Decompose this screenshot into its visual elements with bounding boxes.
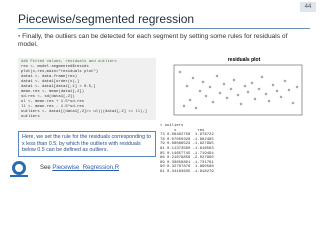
plot-frame [173,64,303,116]
logo [10,161,28,177]
note-box: Here, we set the rule for the residuals … [18,131,156,157]
output-line: 78 0.07050320 -1.802485 [160,137,214,142]
output-line: 91 0.34183635 -1.818279 [160,169,214,174]
code-line: res <- model.segmented$resids [21,65,89,69]
title: Piecewise/segmented regression [18,12,195,26]
output-line: 81 0.11373560 -1.816563 [160,146,214,151]
bullet: ▪ Finally, the outliers can be detected … [18,33,308,49]
code-line: mean.res <- mean(data1[,2]) [21,90,85,94]
code-block: ### Fitted values, residuals and outlier… [18,58,156,120]
code-line: plot(x,res,main="residuals plot") [21,70,99,74]
title-rule [18,28,310,29]
output-line: 85 0.14657745 -1.719494 [160,151,214,156]
slide: 44 Piecewise/segmented regression ▪ Fina… [10,2,316,177]
output-line: > outliers [160,124,184,128]
output-line: 86 0.21678856 -2.027990 [160,156,214,161]
code-line: ### Fitted values, residuals and outlier… [21,60,117,64]
console-output: > outliers x res 73 0.06462756 1.978722 78… [160,124,214,175]
page-number: 44 [300,2,316,12]
code-line: ul <- mean.res + 1.5*sd.res [21,100,85,104]
output-line: 89 0.30656801 -1.731791 [160,160,214,165]
code-line: data1 <- data.frame(res) [21,75,78,79]
plot-title: residuals plot [228,57,261,63]
output-line: 90 0.32787876 1.890588 [160,165,214,170]
code-line: outliers <- data1[(data1[,2]>= ul)|(data… [21,110,148,114]
code-line: sd.res <- sd(data1[,2]) [21,95,75,99]
bullet-mark: ▪ [18,33,23,40]
code-line: data1 <- data1[order(x),] [21,80,80,84]
residuals-plot: residuals plot [173,57,303,116]
bullet-text: Finally, the outliers can be detected fo… [18,33,288,48]
output-line: 73 0.06462756 1.978722 [160,133,214,138]
code-line: data1 <- data1[data1[,1] > 0.5,] [21,85,96,89]
see-prefix: See [40,165,51,171]
file-link[interactable]: Piecewise_Regression.R [52,165,120,171]
see-line: See Piecewise_Regression.R [40,165,119,171]
plot-points [178,70,299,110]
code-line: outliers [21,115,40,119]
code-line: ll <- mean.res - 1.5*sd.res [21,105,85,109]
output-line: x res [160,128,205,133]
output-line: 79 0.08086523 -1.827995 [160,142,214,147]
